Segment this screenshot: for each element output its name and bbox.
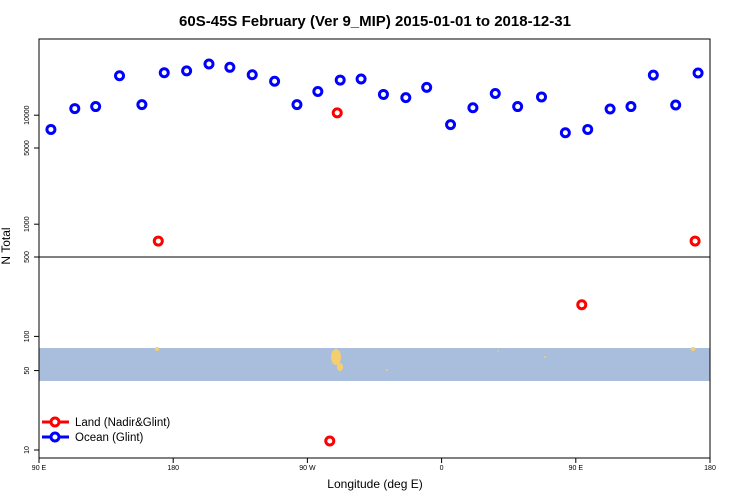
- plot-frame: [38, 38, 711, 459]
- ocean-data-point: [136, 99, 148, 111]
- y-tick-label: 10: [24, 446, 31, 454]
- y-tick-label: 5000: [24, 140, 31, 156]
- land-new-zealand-east: [690, 347, 696, 351]
- land-data-point: [331, 107, 343, 119]
- ocean-data-point: [489, 88, 501, 100]
- plot-border: [38, 38, 711, 459]
- y-tick-label: 500: [24, 251, 31, 263]
- land-data-point: [152, 235, 164, 247]
- legend-marker-land: [49, 416, 61, 428]
- y-axis-label: N Total: [0, 227, 13, 264]
- land-island-b: [544, 356, 546, 358]
- ocean-data-point: [625, 101, 637, 113]
- legend-label-land: Land (Nadir&Glint): [75, 417, 170, 429]
- ocean-data-point: [512, 101, 524, 113]
- x-tick-label: 0: [440, 465, 444, 472]
- ocean-data-point: [421, 81, 433, 93]
- ocean-data-point: [604, 103, 616, 115]
- ocean-data-point: [45, 123, 57, 135]
- ocean-data-point: [334, 74, 346, 86]
- land-new-zealand: [155, 347, 159, 351]
- land-data-point: [324, 435, 336, 447]
- y-tick-label: 100: [24, 330, 31, 342]
- ocean-data-point: [582, 123, 594, 135]
- legend: Land (Nadir&Glint) Ocean (Glint): [42, 416, 170, 444]
- map-ocean-band: [39, 348, 710, 381]
- x-tick-label: 90 E: [569, 465, 584, 472]
- ocean-data-point: [312, 85, 324, 97]
- ocean-data-point: [536, 91, 548, 103]
- y-axis-upper: 500 1000 5000 10000: [24, 105, 39, 263]
- x-tick-label: 180: [704, 465, 716, 472]
- x-axis-label: Longitude (deg E): [327, 477, 422, 491]
- data-points: [45, 58, 704, 447]
- legend-label-ocean: Ocean (Glint): [75, 432, 144, 444]
- ocean-data-point: [670, 99, 682, 111]
- y-tick-label: 50: [24, 367, 31, 375]
- ocean-data-point: [269, 75, 281, 87]
- ocean-data-point: [377, 88, 389, 100]
- land-island-a: [386, 369, 388, 371]
- ocean-data-point: [647, 69, 659, 81]
- x-tick-label: 90 E: [32, 465, 47, 472]
- ocean-data-point: [224, 61, 236, 73]
- x-axis: 90 E 180 90 W 0 90 E 180: [32, 458, 716, 472]
- ocean-data-point: [291, 99, 303, 111]
- y-tick-label: 1000: [24, 216, 31, 232]
- ocean-data-point: [400, 92, 412, 104]
- ocean-data-point: [559, 127, 571, 139]
- land-data-point: [689, 235, 701, 247]
- land-data-point: [576, 299, 588, 311]
- ocean-data-point: [246, 69, 258, 81]
- ocean-data-point: [203, 58, 215, 70]
- ocean-data-point: [69, 103, 81, 115]
- legend-marker-ocean: [49, 431, 61, 443]
- ocean-data-point: [445, 119, 457, 131]
- ocean-data-point: [181, 65, 193, 77]
- y-tick-label: 10000: [24, 105, 31, 125]
- x-tick-label: 180: [167, 465, 179, 472]
- land-south-america: [331, 349, 341, 365]
- ocean-data-point: [114, 70, 126, 82]
- map-background: [39, 347, 710, 381]
- ocean-data-point: [158, 67, 170, 79]
- ocean-data-point: [467, 102, 479, 114]
- ocean-data-point: [90, 101, 102, 113]
- ocean-data-point: [692, 67, 704, 79]
- ocean-data-point: [355, 73, 367, 85]
- map-land-shapes: [155, 347, 696, 371]
- land-island-c: [497, 350, 499, 352]
- land-south-america-tip: [337, 363, 343, 371]
- chart-title: 60S-45S February (Ver 9_MIP) 2015-01-01 …: [179, 13, 571, 30]
- x-tick-label: 90 W: [299, 465, 316, 472]
- y-axis-lower: 10 50 100: [24, 330, 39, 454]
